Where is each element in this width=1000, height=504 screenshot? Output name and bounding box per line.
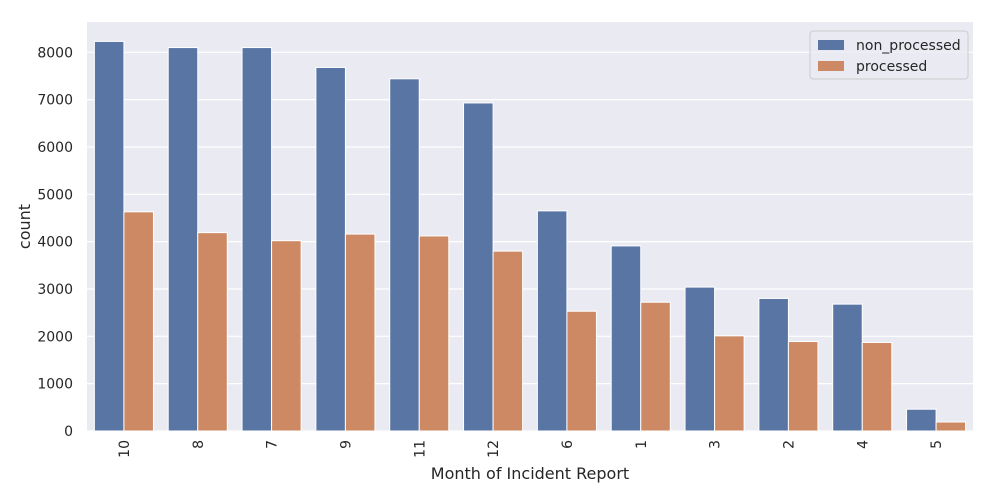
y-tick-label: 0	[64, 424, 73, 440]
x-tick-label: 7	[265, 440, 281, 449]
legend-swatch-processed	[818, 61, 844, 71]
x-tick-label: 6	[560, 440, 576, 449]
bar-non_processed-5	[906, 408, 937, 432]
x-axis-label: Month of Incident Report	[431, 464, 629, 483]
x-tick-label: 2	[781, 440, 797, 449]
bar-non_processed-12	[463, 102, 494, 432]
bar-processed-3	[714, 335, 745, 432]
y-tick-label: 8000	[37, 45, 73, 61]
bar-non_processed-8	[167, 47, 199, 432]
bar-processed-12	[492, 250, 524, 432]
x-tick-label: 1	[634, 440, 650, 449]
x-tick-label: 8	[191, 440, 207, 449]
bar-non_processed-6	[536, 210, 568, 432]
bar-non_processed-3	[684, 286, 716, 432]
x-tick-label: 12	[486, 440, 502, 458]
legend-label: non_processed	[856, 38, 961, 54]
bar-processed-10	[123, 211, 154, 432]
bar-processed-6	[566, 310, 597, 432]
bar-processed-9	[344, 233, 376, 432]
x-tick-label: 4	[855, 440, 871, 449]
bars	[93, 40, 967, 432]
x-axis: 10 8 7 9 11 12 6 1 3 2 4 5	[117, 440, 945, 458]
bar-processed-4	[861, 341, 893, 432]
bar-processed-8	[197, 232, 228, 432]
y-tick-label: 7000	[37, 93, 73, 109]
x-tick-label: 5	[929, 440, 945, 449]
bar-non_processed-11	[389, 78, 420, 432]
bar-processed-5	[935, 421, 967, 432]
bar-processed-7	[271, 240, 302, 432]
legend-box	[809, 30, 969, 80]
y-tick-label: 5000	[37, 187, 73, 203]
y-tick-label: 2000	[37, 329, 73, 345]
bar-non_processed-7	[241, 47, 273, 432]
y-tick-label: 6000	[37, 140, 73, 156]
bar-non_processed-4	[832, 303, 863, 432]
y-tick-label: 3000	[37, 282, 73, 298]
x-tick-label: 11	[412, 440, 428, 458]
y-tick-label: 1000	[37, 377, 73, 393]
y-tick-label: 4000	[37, 235, 73, 251]
gridlines	[87, 51, 973, 432]
bar-processed-2	[787, 341, 819, 432]
bar-non_processed-1	[610, 245, 642, 432]
legend: non_processed processed	[809, 30, 969, 80]
bar-processed-11	[418, 235, 450, 432]
bar-non_processed-2	[758, 297, 789, 432]
x-tick-label: 3	[708, 440, 724, 449]
x-tick-label: 10	[117, 440, 133, 458]
bar-processed-1	[640, 301, 671, 432]
plot-area	[87, 22, 973, 431]
y-axis-label: count	[15, 204, 34, 249]
legend-label: processed	[856, 59, 927, 75]
bar-non_processed-10	[93, 40, 125, 432]
x-tick-label: 9	[338, 440, 354, 449]
legend-swatch-non_processed	[818, 40, 844, 50]
bar-non_processed-9	[315, 66, 346, 432]
y-axis: 0 1000 2000 3000 4000 5000 6000 7000 8000	[37, 45, 73, 440]
